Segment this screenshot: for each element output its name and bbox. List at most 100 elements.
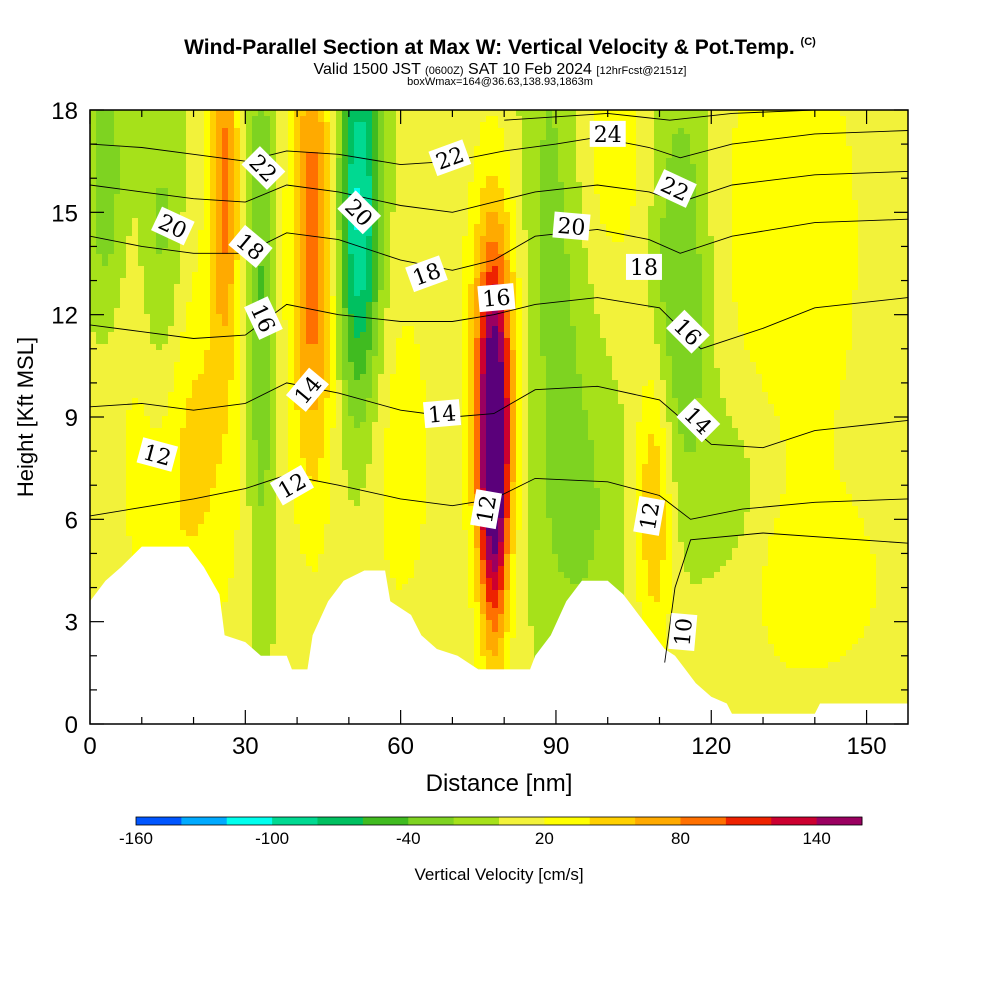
heat-cell [204, 176, 211, 183]
heat-cell [132, 236, 139, 243]
heat-cell [240, 212, 247, 219]
heat-cell [366, 254, 373, 261]
heat-cell [132, 290, 139, 297]
heat-cell [276, 176, 283, 183]
heat-cell [348, 284, 355, 291]
heat-cell [264, 146, 271, 153]
heat-cell [360, 512, 367, 519]
heat-cell [234, 212, 241, 219]
heat-cell [282, 278, 289, 285]
heat-cell [270, 632, 277, 639]
heat-cell [348, 380, 355, 387]
heat-cell [210, 224, 217, 231]
heat-cell [300, 524, 307, 531]
heat-cell [120, 302, 127, 309]
heat-cell [276, 524, 283, 531]
heat-cell [222, 314, 229, 321]
heat-cell [246, 344, 253, 351]
heat-cell [120, 170, 127, 177]
heat-cell [114, 242, 121, 249]
heat-cell [150, 188, 157, 195]
heat-cell [312, 272, 319, 279]
heat-cell [372, 434, 379, 441]
heat-cell [102, 302, 109, 309]
heat-cell [324, 452, 331, 459]
heat-cell [354, 428, 361, 435]
heat-cell [264, 590, 271, 597]
heat-cell [156, 194, 163, 201]
heat-cell [114, 362, 121, 369]
heat-cell [348, 356, 355, 363]
heat-cell [276, 158, 283, 165]
heat-cell [270, 488, 277, 495]
heat-cell [324, 272, 331, 279]
heat-cell [282, 266, 289, 273]
heat-cell [126, 254, 133, 261]
heat-cell [354, 554, 361, 561]
heat-cell [162, 506, 169, 513]
heat-cell [336, 248, 343, 255]
heat-cell [108, 470, 115, 477]
heat-cell [330, 542, 337, 549]
heat-cell [162, 236, 169, 243]
heat-cell [294, 236, 301, 243]
heat-cell [126, 440, 133, 447]
heat-cell [120, 212, 127, 219]
heat-cell [336, 362, 343, 369]
heat-cell [318, 200, 325, 207]
heat-cell [204, 470, 211, 477]
heat-cell [264, 560, 271, 567]
heat-cell [168, 434, 175, 441]
heat-cell [324, 518, 331, 525]
heat-cell [360, 338, 367, 345]
heat-cell [252, 434, 259, 441]
heat-cell [354, 500, 361, 507]
heat-cell [306, 578, 313, 585]
heat-cell [300, 230, 307, 237]
heat-cell [132, 170, 139, 177]
heat-cell [126, 374, 133, 381]
heat-cell [180, 284, 187, 291]
heat-cell [306, 260, 313, 267]
heat-cell [186, 182, 193, 189]
heat-cell [150, 494, 157, 501]
heat-cell [234, 164, 241, 171]
heat-cell [216, 152, 223, 159]
heat-cell [126, 260, 133, 267]
heat-cell [324, 302, 331, 309]
heat-cell [288, 260, 295, 267]
heat-cell [270, 560, 277, 567]
heat-cell [192, 518, 199, 525]
heat-cell [348, 536, 355, 543]
heat-cell [378, 320, 385, 327]
heat-cell [258, 128, 265, 135]
heat-cell [90, 488, 97, 495]
heat-cell [330, 182, 337, 189]
heat-cell [324, 440, 331, 447]
heat-cell [198, 326, 205, 333]
heat-cell [174, 356, 181, 363]
heat-cell [114, 248, 121, 255]
heat-cell [306, 590, 313, 597]
heat-cell [132, 110, 139, 117]
heat-cell [108, 512, 115, 519]
heat-cell [216, 314, 223, 321]
heat-cell [132, 476, 139, 483]
heat-cell [186, 116, 193, 123]
heat-cell [360, 272, 367, 279]
heat-cell [234, 584, 241, 591]
heat-cell [210, 242, 217, 249]
heat-cell [174, 386, 181, 393]
heat-cell [300, 518, 307, 525]
heat-cell [222, 158, 229, 165]
heat-cell [96, 506, 103, 513]
heat-cell [114, 152, 121, 159]
heat-cell [246, 392, 253, 399]
heat-cell [114, 170, 121, 177]
heat-cell [156, 524, 163, 531]
heat-cell [336, 212, 343, 219]
heat-cell [294, 536, 301, 543]
heat-cell [180, 206, 187, 213]
heat-cell [216, 134, 223, 141]
heat-cell [300, 350, 307, 357]
